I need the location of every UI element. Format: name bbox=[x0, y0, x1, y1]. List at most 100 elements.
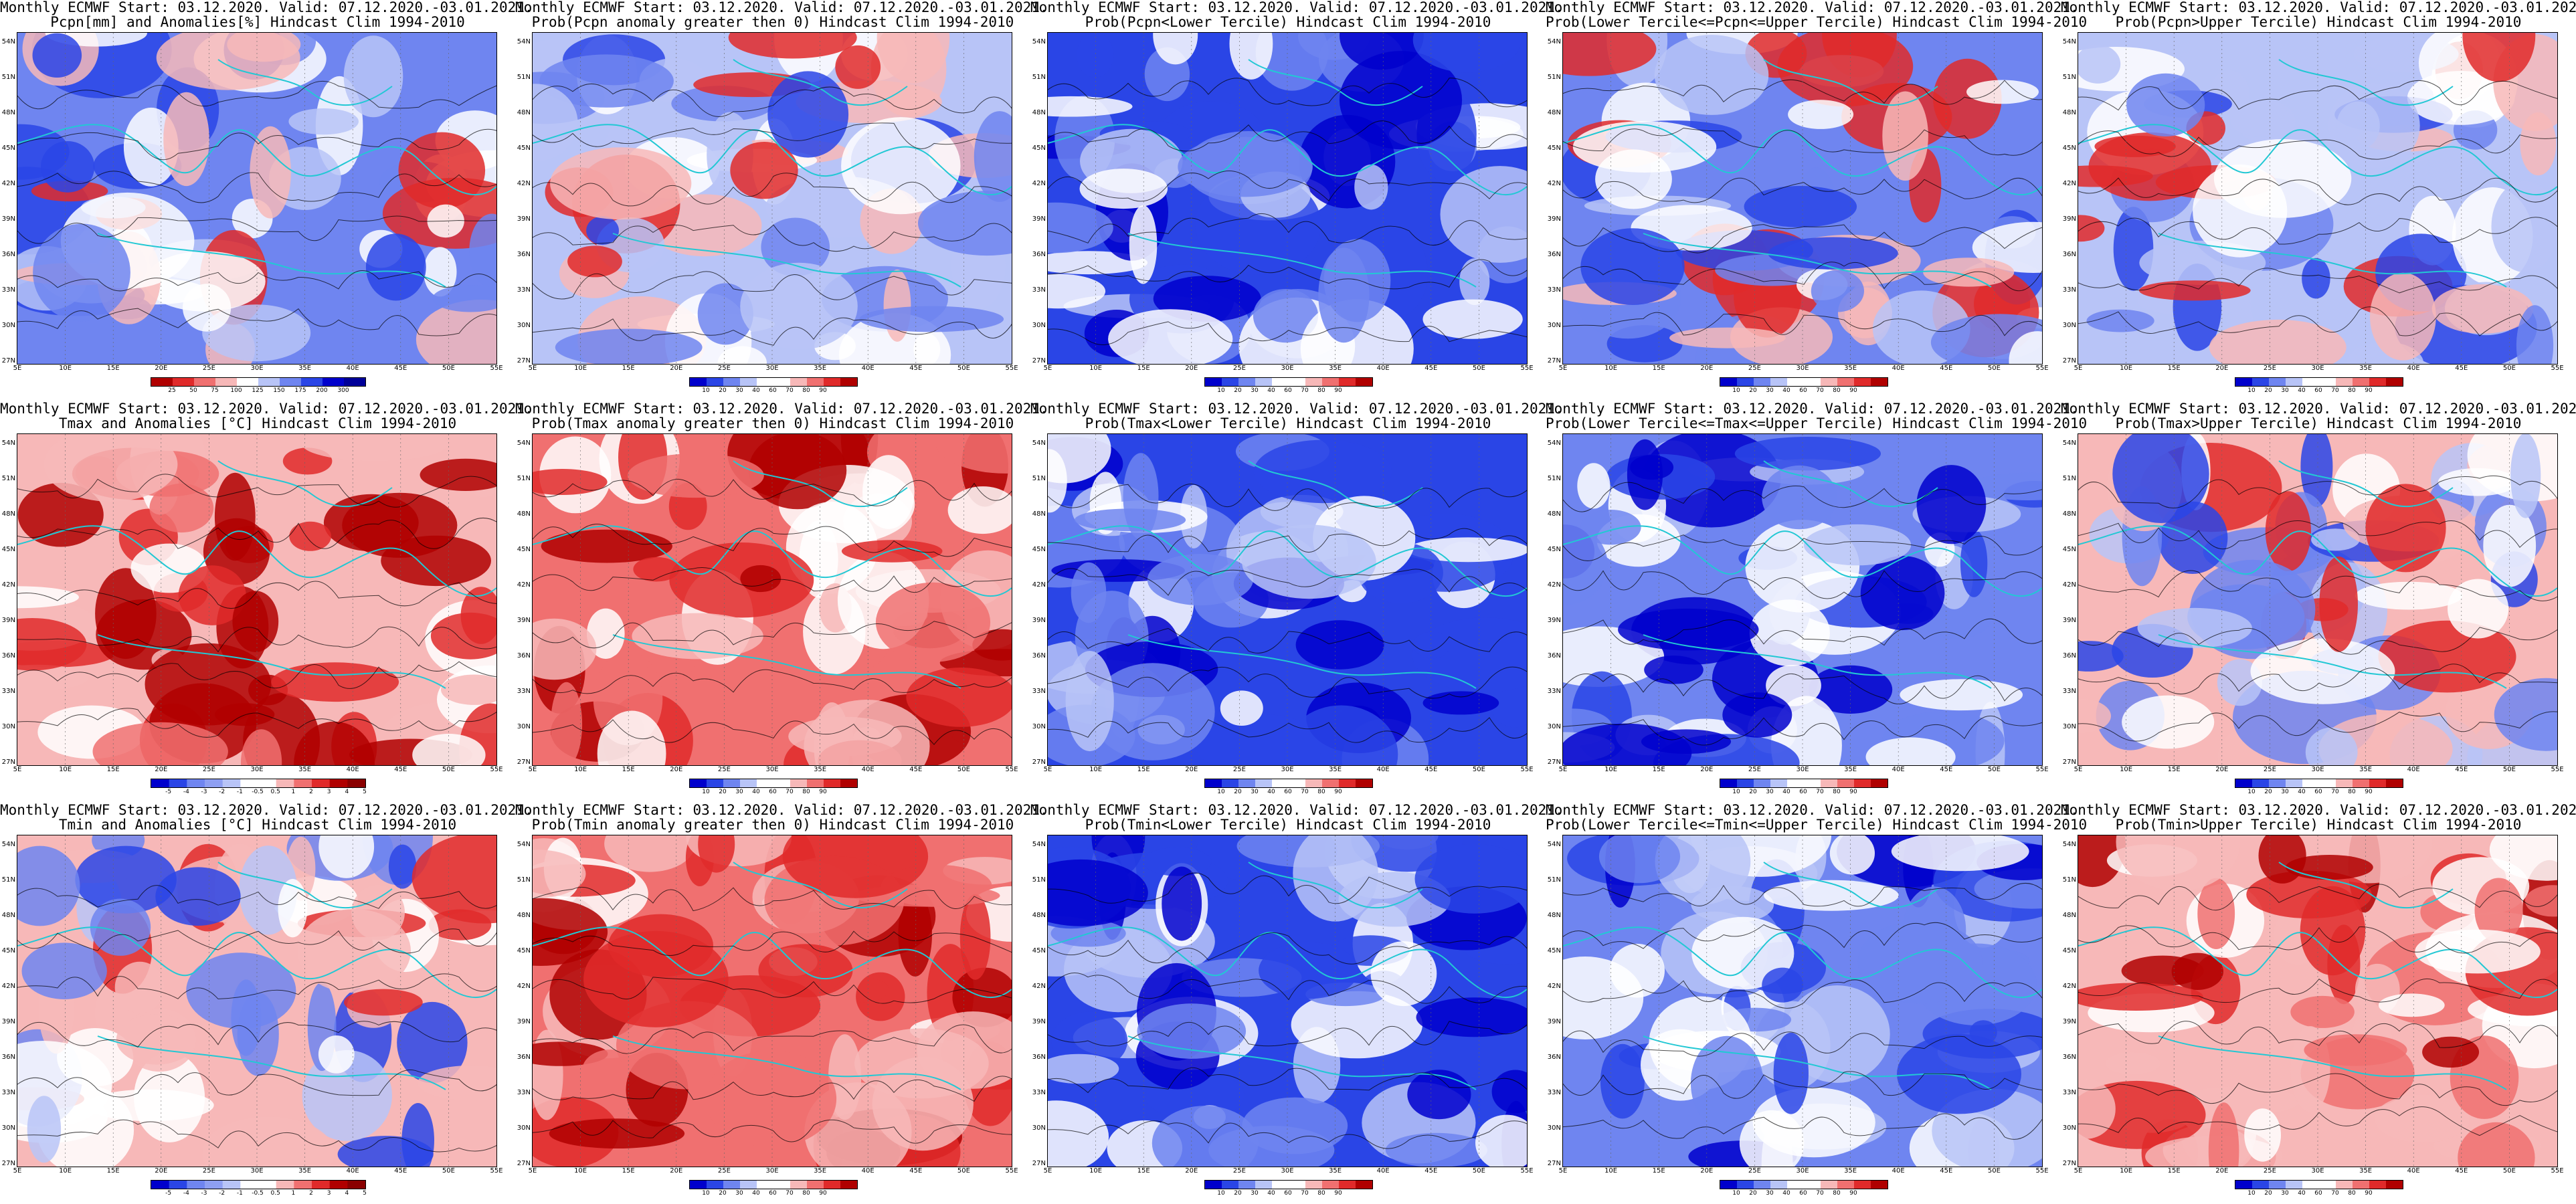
contour-line bbox=[1563, 262, 2042, 292]
colorbar-swatch bbox=[2302, 1181, 2320, 1189]
lat-tick-label: 48N bbox=[2062, 912, 2076, 919]
lat-tick-label: 30N bbox=[1032, 322, 1046, 329]
lon-tick-label: 15E bbox=[1137, 766, 1150, 773]
contour-line bbox=[2078, 1073, 2557, 1106]
field-blob bbox=[555, 328, 703, 364]
colorbar-tick-label: 30 bbox=[1251, 1190, 1259, 1197]
map-field bbox=[1047, 32, 1528, 365]
field-blob bbox=[430, 612, 496, 660]
lon-tick-label: 5E bbox=[13, 766, 22, 773]
lon-tick-label: 50E bbox=[442, 365, 455, 372]
field-blob bbox=[90, 898, 151, 956]
lon-tick-label: 5E bbox=[13, 1167, 22, 1175]
field-blob bbox=[75, 845, 177, 914]
map-field bbox=[1562, 433, 2043, 766]
lat-tick-label: 27N bbox=[517, 1160, 531, 1167]
colorbar-tick-label: 10 bbox=[1732, 387, 1740, 394]
contour-line bbox=[17, 80, 496, 110]
lon-tick-label: 25E bbox=[202, 365, 215, 372]
lat-tick-label: 33N bbox=[1032, 688, 1046, 695]
colorbar-swatch bbox=[790, 378, 808, 386]
lon-tick-label: 50E bbox=[1472, 766, 1485, 773]
field-blob bbox=[2250, 638, 2395, 704]
colorbar-swatch bbox=[1205, 1181, 1222, 1189]
colorbar-swatch bbox=[294, 779, 312, 787]
field-blob bbox=[1811, 270, 1864, 312]
lon-tick-label: 35E bbox=[298, 365, 312, 372]
lat-tick-label: 30N bbox=[1, 723, 15, 730]
colorbar-swatch bbox=[2369, 779, 2387, 787]
field-blob bbox=[1923, 258, 2015, 287]
field-blob bbox=[1654, 35, 1769, 115]
colorbar-tick-label: 90 bbox=[1334, 1190, 1342, 1197]
map-field bbox=[1562, 835, 2043, 1167]
field-blob bbox=[2304, 1034, 2407, 1066]
colorbar bbox=[689, 779, 858, 788]
lat-tick-label: 51N bbox=[2062, 74, 2076, 81]
lat-tick-label: 45N bbox=[517, 144, 531, 152]
colorbar-tick-label: 20 bbox=[1749, 1190, 1757, 1197]
lon-tick-label: 45E bbox=[1940, 1167, 1953, 1175]
field-blob bbox=[1108, 309, 1233, 364]
colorbar-swatch bbox=[258, 779, 277, 787]
lon-tick-label: 35E bbox=[1329, 766, 1342, 773]
contour-line bbox=[1048, 213, 1527, 245]
colorbar-swatch bbox=[1255, 1181, 1273, 1189]
field-blob bbox=[17, 845, 80, 926]
colorbar bbox=[2235, 779, 2403, 788]
contour-line bbox=[1563, 127, 2042, 156]
field-blob bbox=[906, 668, 1012, 727]
coastline bbox=[2078, 59, 2557, 288]
lat-tick-label: 39N bbox=[517, 215, 531, 223]
colorbar-swatch bbox=[1804, 378, 1821, 386]
field-blob bbox=[533, 898, 608, 966]
lat-tick-label: 27N bbox=[1547, 357, 1561, 365]
contour-line bbox=[17, 1021, 496, 1048]
colorbar-tick-label: 10 bbox=[1217, 387, 1225, 394]
colorbar-swatch bbox=[1871, 779, 1888, 787]
colorbar-tick-label: 10 bbox=[1732, 789, 1740, 795]
colorbar bbox=[151, 377, 366, 387]
map-field bbox=[17, 835, 497, 1167]
contour-line bbox=[1563, 177, 2042, 203]
lat-tick-label: 45N bbox=[1032, 546, 1046, 553]
colorbar-swatch bbox=[1356, 378, 1372, 386]
colorbar-tick-label: 80 bbox=[1317, 387, 1325, 394]
field-blob bbox=[947, 486, 1012, 534]
colorbar-swatch bbox=[1871, 378, 1888, 386]
colorbar-swatch bbox=[1737, 1181, 1754, 1189]
lat-tick-label: 39N bbox=[517, 617, 531, 624]
field-blob bbox=[397, 1001, 468, 1084]
lat-tick-label: 45N bbox=[2062, 144, 2076, 152]
lon-tick-label: 55E bbox=[1005, 365, 1018, 372]
field-blob bbox=[730, 142, 798, 199]
lat-tick-label: 54N bbox=[1032, 841, 1046, 848]
field-blob bbox=[1048, 202, 1113, 254]
lon-tick-label: 25E bbox=[1748, 766, 1761, 773]
contour-line bbox=[1048, 973, 1527, 1004]
field-blob bbox=[1293, 835, 1378, 922]
colorbar-tick-label: 300 bbox=[337, 387, 349, 394]
lon-tick-label: 45E bbox=[2455, 365, 2468, 372]
colorbar-tick-label: 30 bbox=[2281, 789, 2289, 795]
colorbar-tick-label: 10 bbox=[702, 789, 710, 795]
lat-tick-label: 36N bbox=[1032, 1054, 1046, 1061]
contour-line bbox=[533, 977, 1012, 1004]
colorbar-tick-label: 70 bbox=[786, 387, 794, 394]
lon-tick-label: 35E bbox=[1844, 766, 1857, 773]
lat-tick-label: 36N bbox=[1547, 1054, 1561, 1061]
field-blob bbox=[859, 306, 1004, 332]
panel-title-line1: Monthly ECMWF Start: 03.12.2020. Valid: … bbox=[2061, 401, 2576, 417]
colorbar-tick-label: 2 bbox=[309, 1190, 313, 1197]
field-blob bbox=[1295, 620, 1384, 670]
colorbar-swatch bbox=[2286, 1181, 2303, 1189]
field-blob bbox=[2122, 695, 2215, 749]
colorbar-swatch bbox=[1356, 779, 1372, 787]
colorbar-swatch bbox=[1339, 378, 1356, 386]
lon-tick-label: 15E bbox=[1137, 1167, 1150, 1175]
lat-tick-label: 42N bbox=[2062, 180, 2076, 187]
colorbar-swatch bbox=[840, 378, 857, 386]
field-blob bbox=[1563, 524, 1608, 605]
colorbar-swatch bbox=[773, 779, 791, 787]
colorbar-swatch bbox=[2369, 1181, 2387, 1189]
